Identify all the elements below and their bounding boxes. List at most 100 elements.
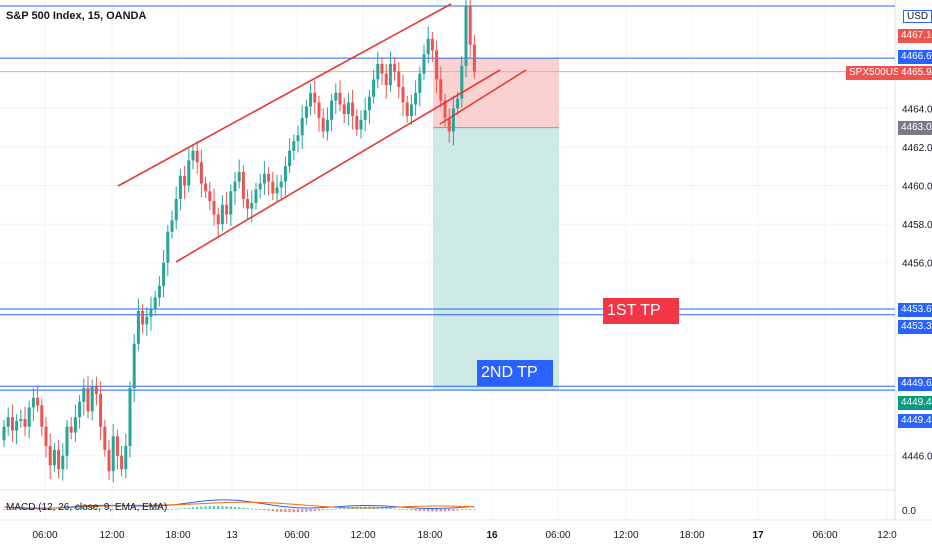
y-tick-label: 4456.0 — [902, 259, 932, 270]
candle-body — [191, 150, 195, 161]
tp2-label[interactable]: 2ND TP — [477, 360, 553, 386]
macd-histogram-bar — [464, 509, 468, 510]
price-tag: 4449.4 — [898, 396, 932, 410]
tp1-label[interactable]: 1ST TP — [603, 298, 679, 324]
x-tick-label: 06:00 — [812, 530, 837, 541]
candle-body — [271, 181, 275, 194]
candle-body — [36, 397, 40, 406]
macd-histogram-bar — [187, 507, 190, 509]
candle-body — [157, 285, 161, 298]
macd-histogram-bar — [385, 507, 388, 509]
macd-histogram-bar — [393, 508, 396, 510]
candle-body — [65, 426, 69, 456]
macd-histogram-bar — [284, 509, 287, 513]
macd-histogram-bar — [124, 509, 127, 510]
macd-histogram-bar — [23, 509, 27, 510]
candle-body — [233, 181, 237, 192]
macd-histogram-bar — [170, 509, 174, 510]
candle-body — [94, 386, 98, 394]
macd-histogram-bar — [44, 509, 48, 510]
candle-body — [69, 426, 73, 433]
candle-body — [225, 204, 229, 215]
channel-lower-line — [175, 69, 501, 263]
macd-histogram-bar — [53, 509, 56, 510]
take-profit-zone — [433, 127, 559, 391]
macd-histogram-bar — [326, 509, 329, 510]
macd-histogram-bar — [456, 509, 459, 511]
candle-body — [90, 386, 94, 412]
candle-body — [78, 401, 82, 418]
candle-body — [107, 449, 111, 472]
candle-body — [40, 405, 44, 427]
candle-body — [304, 106, 308, 118]
candle-body — [170, 220, 174, 232]
macd-histogram-bar — [40, 509, 43, 510]
x-tick-label: 06:00 — [284, 530, 309, 541]
candle-body — [124, 446, 128, 470]
macd-histogram-bar — [254, 509, 258, 510]
price-tag: 4463.0 — [898, 121, 932, 135]
candle-body — [418, 73, 422, 93]
candle-body — [258, 183, 262, 190]
candle-body — [342, 104, 346, 115]
macd-histogram-bar — [107, 508, 111, 510]
candle-body — [367, 96, 371, 111]
macd-histogram-bar — [397, 508, 400, 510]
macd-histogram-bar — [427, 509, 430, 512]
candle-body — [380, 63, 384, 74]
macd-histogram-bar — [137, 509, 140, 510]
macd-tick-label: 0.0 — [902, 506, 916, 517]
candle-body — [330, 100, 334, 120]
macd-indicator-label[interactable]: MACD (12, 26, close, 9, EMA, EMA) — [6, 502, 168, 513]
candle-body — [86, 388, 90, 412]
candle-body — [384, 73, 388, 86]
x-tick-label: 18:00 — [417, 530, 442, 541]
macd-histogram-bar — [275, 509, 279, 512]
macd-histogram-bar — [116, 508, 119, 510]
candle-body — [325, 119, 329, 132]
candle-body — [136, 310, 140, 344]
y-tick-label: 4446.0 — [902, 452, 932, 463]
candle-body — [262, 173, 266, 184]
macd-histogram-bar — [469, 509, 472, 510]
macd-histogram-bar — [271, 509, 274, 512]
channel-parallel-line — [439, 69, 527, 125]
candle-body — [464, 6, 468, 66]
macd-histogram-bar — [296, 509, 300, 513]
macd-histogram-bar — [259, 509, 262, 510]
macd-histogram-bar — [61, 508, 64, 510]
candle-body — [128, 388, 132, 447]
candle-body — [44, 426, 48, 447]
macd-histogram-bar — [330, 509, 333, 510]
candle-body — [393, 63, 397, 72]
candle-body — [283, 166, 287, 182]
macd-histogram-bar — [212, 506, 216, 509]
candle-body — [216, 214, 220, 225]
candle-body — [472, 44, 476, 72]
candle-body — [2, 426, 6, 441]
candle-body — [355, 116, 359, 130]
candle-body — [376, 63, 380, 80]
price-tag: 4453.6 — [898, 303, 932, 317]
candle-body — [321, 117, 325, 132]
candle-body — [212, 200, 216, 215]
x-tick-label: 06:00 — [32, 530, 57, 541]
currency-label[interactable]: USD — [903, 10, 932, 23]
candle-body — [292, 141, 296, 151]
macd-histogram-bar — [301, 509, 304, 512]
macd-histogram-bar — [120, 508, 123, 510]
macd-histogram-bar — [91, 508, 94, 509]
y-tick-label: 4462.0 — [902, 143, 932, 154]
macd-histogram-bar — [250, 508, 253, 510]
macd-histogram-bar — [267, 509, 270, 511]
macd-histogram-bar — [292, 509, 295, 513]
price-tag: 4449.4 — [898, 414, 932, 428]
macd-histogram-bar — [36, 509, 39, 510]
candle-body — [27, 407, 31, 427]
candle-body — [6, 417, 10, 427]
candle-body — [115, 436, 119, 456]
candle-body — [178, 175, 182, 200]
macd-histogram-bar — [158, 509, 161, 510]
